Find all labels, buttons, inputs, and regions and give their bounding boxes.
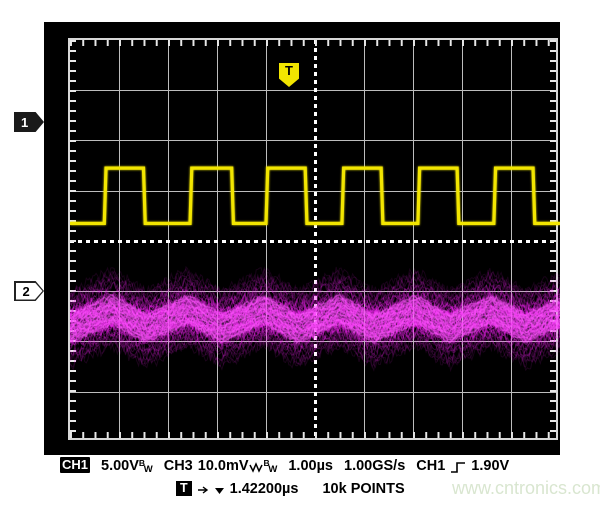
gridline-vertical xyxy=(119,40,120,438)
gridline-vertical xyxy=(511,40,512,438)
gridline-vertical xyxy=(266,40,267,438)
ch1-volts-per-div[interactable]: 5.00V xyxy=(101,458,139,474)
ch2-channel-marker-label: 2 xyxy=(15,282,43,300)
ch3-bandwidth-sup: B xyxy=(263,458,270,468)
tick-rail-left xyxy=(70,40,76,438)
site-watermark: www.cntronics.com xyxy=(452,478,600,498)
trigger-marker-body: T xyxy=(279,63,299,87)
gridline-horizontal xyxy=(70,191,556,192)
gridline-horizontal xyxy=(70,90,556,91)
ch2-channel-marker[interactable]: 2 xyxy=(14,281,44,301)
gridline-horizontal xyxy=(70,291,556,292)
tick-rail-right xyxy=(550,40,556,438)
graticule xyxy=(68,38,560,440)
trigger-position-value[interactable]: 1.42200µs xyxy=(229,481,299,497)
record-length-value[interactable]: 10k POINTS xyxy=(322,481,405,497)
right-arrow-icon xyxy=(197,481,209,497)
oscilloscope-display-panel: T xyxy=(44,22,560,455)
trigger-badge[interactable]: T xyxy=(176,481,192,496)
gridline-horizontal xyxy=(70,392,556,393)
trigger-level-value[interactable]: 1.90V xyxy=(471,458,510,474)
info-bar-row-secondary: T 1.42200µs 10k POINTS xyxy=(176,481,405,497)
gridline-vertical xyxy=(364,40,365,438)
timebase-value[interactable]: 1.00µs xyxy=(288,458,333,474)
ch1-channel-marker[interactable]: 1 xyxy=(14,112,44,132)
gridline-horizontal xyxy=(70,140,556,141)
gridline-vertical xyxy=(217,40,218,438)
gridline-vertical xyxy=(462,40,463,438)
ch3-label[interactable]: CH3 xyxy=(163,458,193,474)
ch3-bandwidth-sub: W xyxy=(268,463,278,475)
rising-edge-icon xyxy=(450,458,466,474)
trigger-marker-label: T xyxy=(285,63,293,78)
trigger-position-marker[interactable]: T xyxy=(279,63,299,87)
tick-rail-bottom xyxy=(70,432,556,438)
center-axis-horizontal xyxy=(70,240,556,243)
ch1-channel-marker-label: 1 xyxy=(14,112,44,132)
ac-coupling-icon xyxy=(248,458,264,474)
gridline-horizontal xyxy=(70,341,556,342)
center-axis-vertical xyxy=(314,40,317,438)
ch1-selected-badge[interactable]: CH1 xyxy=(60,457,91,473)
gridline-vertical xyxy=(168,40,169,438)
ch1-bandwidth-sub: W xyxy=(143,463,153,475)
down-triangle-icon xyxy=(214,481,225,497)
tick-rail-top xyxy=(70,40,556,46)
sample-rate-value: 1.00GS/s xyxy=(344,458,406,474)
ch3-volts-per-div[interactable]: 10.0mV xyxy=(197,458,249,474)
ch1-bandwidth-sup: B xyxy=(138,458,145,468)
trigger-source-label[interactable]: CH1 xyxy=(416,458,446,474)
gridline-vertical xyxy=(413,40,414,438)
